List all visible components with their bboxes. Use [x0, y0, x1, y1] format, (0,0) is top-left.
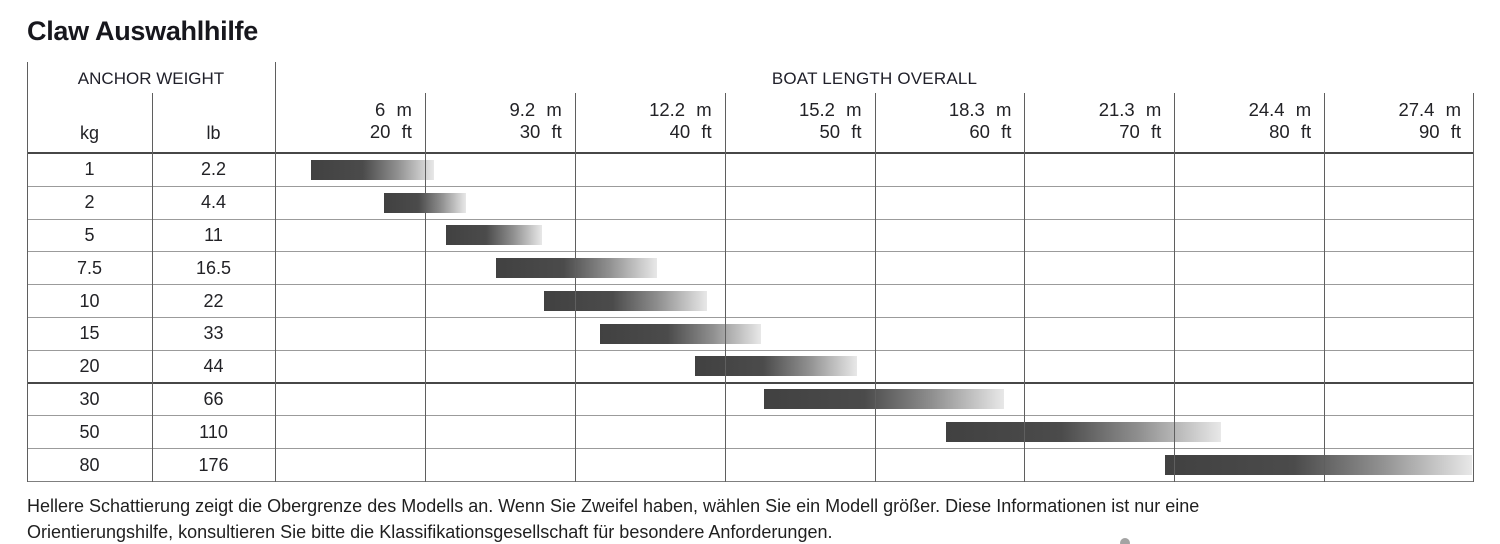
gridline-40ft	[724, 93, 726, 482]
lb-value: 176	[198, 454, 229, 475]
lb-value: 2.2	[200, 159, 227, 180]
header-band-units: kg lb 6 m 20 ft 9.2 m 30 ft 12.2 m 40 ft…	[27, 93, 1474, 152]
table-row: 30 66	[27, 384, 1474, 417]
boat-col-m: 12.2 m	[649, 99, 712, 120]
boat-col-m: 15.2 m	[798, 99, 862, 120]
boat-col-ft: 60 ft	[969, 121, 1012, 142]
lb-value: 4.4	[200, 192, 227, 213]
range-bar	[495, 258, 658, 279]
kg-value: 7.5	[76, 257, 103, 278]
kg-value: 2	[84, 192, 95, 213]
lb-value: 11	[204, 224, 223, 245]
boat-col-m: 24.4 m	[1248, 99, 1312, 120]
gridline-20ft	[424, 93, 426, 482]
bar-area	[275, 449, 1474, 481]
boat-col-ft: 80 ft	[1269, 121, 1312, 142]
table-rows: 1 2.2 2 4.4 5 11 7.5 16.5 10 22	[27, 152, 1474, 482]
kg-value: 30	[79, 388, 100, 409]
range-bar	[446, 225, 543, 246]
boat-col-ft: 40 ft	[669, 121, 712, 142]
boat-col-ft: 90 ft	[1419, 121, 1461, 142]
boat-col-header-60ft: 18.3 m 60 ft	[875, 99, 1025, 152]
bar-area	[275, 252, 1474, 284]
bar-area	[275, 351, 1474, 382]
kg-value: 10	[79, 290, 100, 311]
boat-col-ft: 20 ft	[369, 121, 412, 142]
table-row: 50 110	[27, 416, 1474, 450]
range-bar	[946, 422, 1221, 443]
anchor-selection-chart: ANCHOR WEIGHT BOAT LENGTH OVERALL kg lb …	[27, 62, 1474, 482]
gridline-90ft	[1473, 93, 1474, 482]
table-row: 10 22	[27, 285, 1474, 318]
lb-value: 22	[203, 290, 224, 311]
boat-col-header-70ft: 21.3 m 70 ft	[1024, 99, 1174, 152]
page-title: Claw Auswahlhilfe	[27, 16, 258, 46]
boat-col-m: 9.2 m	[509, 99, 562, 120]
range-bar	[599, 323, 761, 344]
table-row: 2 4.4	[27, 187, 1474, 220]
kg-value: 80	[79, 454, 100, 475]
boat-col-header-50ft: 15.2 m 50 ft	[725, 99, 875, 152]
table-row: 80 176	[27, 449, 1474, 482]
boat-length-header: BOAT LENGTH OVERALL	[771, 69, 978, 88]
boat-col-m: 18.3 m	[948, 99, 1012, 120]
range-bar	[764, 389, 1004, 410]
boat-col-ft: 70 ft	[1119, 121, 1162, 142]
bar-area	[275, 416, 1474, 448]
weight-boat-divider	[275, 62, 276, 482]
kg-value: 15	[79, 323, 100, 344]
bar-area	[275, 154, 1474, 186]
gridline-70ft	[1174, 93, 1176, 482]
kg-lb-divider	[152, 93, 153, 482]
footnote-line-2: Orientierungshilfe, konsultieren Sie bit…	[27, 522, 833, 542]
gridline-30ft	[574, 93, 576, 482]
range-bar	[694, 356, 857, 377]
range-bar	[543, 291, 707, 312]
bar-area	[275, 220, 1474, 252]
lb-column-header: lb	[206, 123, 221, 143]
lb-value: 16.5	[195, 257, 232, 278]
table-row: 20 44	[27, 351, 1474, 384]
kg-value: 1	[84, 159, 95, 180]
range-bar	[310, 159, 435, 180]
gridline-50ft	[874, 93, 876, 482]
range-bar	[384, 192, 466, 213]
lb-value: 44	[203, 355, 224, 376]
boat-col-m: 6 m	[375, 99, 412, 120]
bar-area	[275, 384, 1474, 416]
kg-value: 20	[79, 355, 100, 376]
boat-col-header-90ft: 27.4 m 90 ft	[1324, 99, 1474, 152]
kg-column-header: kg	[79, 123, 99, 143]
page-edge-dot	[1120, 538, 1130, 544]
lb-value: 66	[203, 388, 224, 409]
boat-col-header-40ft: 12.2 m 40 ft	[575, 99, 725, 152]
header-band-groups: ANCHOR WEIGHT BOAT LENGTH OVERALL	[27, 62, 1474, 93]
boat-col-ft: 30 ft	[519, 121, 562, 142]
anchor-weight-header: ANCHOR WEIGHT	[77, 69, 225, 88]
kg-value: 5	[84, 224, 95, 245]
boat-col-m: 27.4 m	[1398, 99, 1461, 120]
table-row: 5 11	[27, 220, 1474, 253]
gridline-80ft	[1324, 93, 1326, 482]
bar-area	[275, 318, 1474, 350]
bar-area	[275, 285, 1474, 317]
range-bar	[1164, 455, 1472, 476]
footnote: Hellere Schattierung zeigt die Obergrenz…	[27, 493, 1237, 544]
boat-col-header-80ft: 24.4 m 80 ft	[1174, 99, 1324, 152]
footnote-line-1: Hellere Schattierung zeigt die Obergrenz…	[27, 496, 1200, 516]
boat-col-m: 21.3 m	[1098, 99, 1162, 120]
lb-value: 110	[199, 421, 228, 442]
bar-area	[275, 187, 1474, 219]
boat-col-header-20ft: 6 m 20 ft	[275, 99, 425, 152]
gridline-60ft	[1024, 93, 1026, 482]
boat-col-ft: 50 ft	[819, 121, 862, 142]
table-row: 7.5 16.5	[27, 252, 1474, 286]
kg-value: 50	[79, 421, 100, 442]
table-row: 1 2.2	[27, 154, 1474, 187]
table-row: 15 33	[27, 318, 1474, 351]
lb-value: 33	[203, 323, 224, 344]
table-left-border	[27, 62, 28, 482]
boat-col-header-30ft: 9.2 m 30 ft	[425, 99, 575, 152]
